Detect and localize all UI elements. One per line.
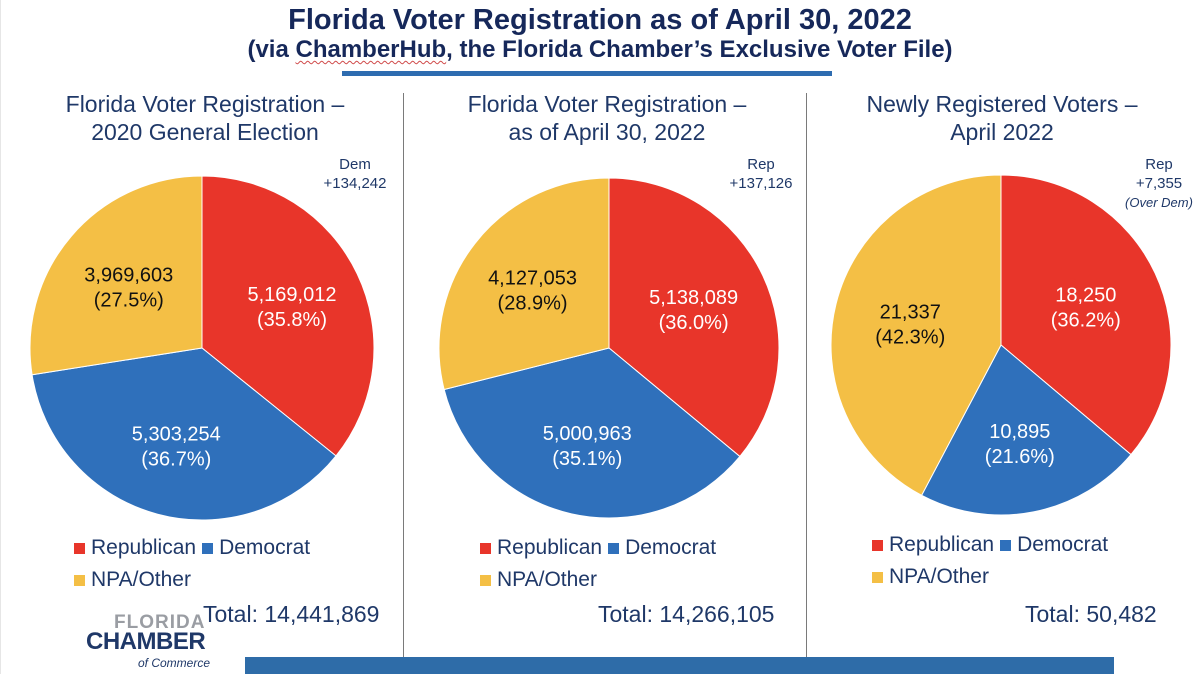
legend-swatch-npa-other — [872, 571, 883, 583]
legend-swatch-democrat — [608, 542, 620, 554]
pie-slice-republican — [1000, 174, 1172, 456]
panel-1-title-line-1: Florida Voter Registration – — [65, 91, 345, 117]
panel-divider-1 — [403, 93, 404, 674]
pie-slice-republican — [608, 177, 780, 458]
panel-2-title-line-2: as of April 30, 2022 — [508, 119, 706, 145]
legend-label-democrat: Democrat — [219, 536, 311, 559]
pie-value-label-republican: 18,250 — [1055, 285, 1116, 307]
panel-1-total: Total: 14,441,869 — [203, 601, 380, 627]
panel-divider-2 — [806, 93, 807, 674]
pie-value-label-democrat: 5,303,254 — [132, 423, 221, 445]
legend-item-republican: Republican — [480, 532, 602, 564]
pie-slice-democrat — [920, 344, 1132, 516]
pie-value-label-npa-other: 3,969,603 — [84, 264, 173, 286]
sub-title-prefix: (via — [247, 36, 296, 63]
panel-1-margin-value: +134,242 — [323, 175, 387, 192]
pie-percent-label-npa-other: (42.3%) — [875, 327, 945, 349]
panel-3-margin-note: Rep +7,355 (Over Dem) — [1118, 155, 1200, 212]
logo-line-chamber: CHAMBER — [86, 628, 206, 655]
panel-3-legend: Republican Democrat NPA/Other — [872, 529, 1114, 593]
legend-swatch-democrat — [202, 542, 214, 554]
pie-value-label-npa-other: 21,337 — [880, 302, 941, 324]
pie-percent-label-democrat: (35.1%) — [552, 448, 622, 470]
panel-1-margin-party: Dem — [339, 156, 371, 173]
pie-chart-1: 5,169,012 (35.8%) 5,303,254 (36.7%) 3,969,60… — [29, 175, 375, 521]
florida-chamber-logo: FLORIDA CHAMBER of Commerce — [84, 612, 224, 674]
pie-value-label-republican: 5,169,012 — [247, 284, 336, 306]
panel-3-margin-value: +7,355 — [1135, 175, 1183, 192]
panel-1-title: Florida Voter Registration – 2020 Genera… — [10, 90, 400, 146]
panel-2-title: Florida Voter Registration – as of April… — [412, 90, 802, 146]
panel-3-margin-party: Rep — [1145, 156, 1173, 173]
panel-3-title-line-1: Newly Registered Voters – — [866, 91, 1138, 117]
panel-1-title-line-2: 2020 General Election — [91, 119, 319, 145]
legend-swatch-republican — [480, 542, 491, 554]
legend-item-democrat: Democrat — [202, 532, 310, 564]
legend-swatch-republican — [872, 539, 883, 551]
pie-slice-npa-other — [438, 177, 610, 391]
legend-item-democrat: Democrat — [1000, 529, 1108, 561]
pie-value-label-democrat: 10,895 — [989, 421, 1050, 443]
logo-line-florida: FLORIDA — [114, 612, 206, 633]
pie-percent-label-npa-other: (28.9%) — [498, 292, 568, 314]
panel-2-margin-party: Rep — [747, 156, 775, 173]
legend-swatch-republican — [74, 542, 85, 554]
bottom-accent-bar — [245, 657, 1114, 674]
legend-label-npa-other: NPA/Other — [497, 568, 597, 591]
legend-swatch-npa-other — [480, 574, 491, 586]
panel-2-margin-note: Rep +137,126 — [716, 155, 806, 193]
legend-label-republican: Republican — [497, 536, 603, 559]
panel-2-total: Total: 14,266,105 — [598, 601, 775, 627]
pie-slice-npa-other — [830, 174, 1002, 496]
pie-chart-3: 18,250 (36.2%) 10,895 (21.6%) 21,337 (42.3%) — [830, 174, 1172, 516]
legend-swatch-democrat — [1000, 539, 1012, 551]
panel-1-legend: Republican Democrat NPA/Other — [74, 532, 316, 596]
panel-2-margin-value: +137,126 — [729, 175, 793, 192]
legend-label-republican: Republican — [91, 536, 197, 559]
pie-value-label-democrat: 5,000,963 — [543, 423, 632, 445]
left-edge-line — [0, 0, 1, 674]
pie-percent-label-republican: (35.8%) — [257, 309, 327, 331]
legend-label-npa-other: NPA/Other — [91, 568, 191, 591]
pie-slice-npa-other — [29, 175, 203, 376]
pie-percent-label-npa-other: (27.5%) — [94, 289, 164, 311]
title-underline-rule — [342, 71, 832, 76]
legend-swatch-npa-other — [74, 574, 85, 586]
pie-value-label-republican: 5,138,089 — [649, 287, 738, 309]
legend-item-democrat: Democrat — [608, 532, 716, 564]
legend-item-npa-other: NPA/Other — [74, 564, 191, 596]
legend-label-npa-other: NPA/Other — [889, 565, 989, 588]
main-title: Florida Voter Registration as of April 3… — [288, 4, 912, 36]
panel-3-title: Newly Registered Voters – April 2022 — [812, 90, 1192, 146]
sub-title: (via ChamberHub, the Florida Chamber’s E… — [0, 36, 1200, 64]
pie-value-label-npa-other: 4,127,053 — [488, 267, 577, 289]
legend-label-democrat: Democrat — [1017, 533, 1109, 556]
pie-slice-republican — [201, 175, 375, 457]
pie-slice-democrat — [31, 347, 337, 521]
pie-percent-label-republican: (36.0%) — [659, 312, 729, 334]
pie-slice-democrat — [443, 347, 741, 519]
legend-label-democrat: Democrat — [625, 536, 717, 559]
panel-2-legend: Republican Democrat NPA/Other — [480, 532, 722, 596]
panel-3-total: Total: 50,482 — [1025, 601, 1157, 627]
pie-chart-2: 5,138,089 (36.0%) 5,000,963 (35.1%) 4,127,05… — [438, 177, 780, 519]
pie-percent-label-democrat: (36.7%) — [141, 448, 211, 470]
panel-3-title-line-2: April 2022 — [950, 119, 1054, 145]
legend-item-republican: Republican — [872, 529, 994, 561]
legend-label-republican: Republican — [889, 533, 995, 556]
pie-percent-label-republican: (36.2%) — [1051, 310, 1121, 332]
sub-title-suffix: , the Florida Chamber’s Exclusive Voter … — [446, 36, 953, 63]
panel-3-margin-qualifier: (Over Dem) — [1125, 195, 1193, 210]
panel-1-margin-note: Dem +134,242 — [310, 155, 400, 193]
pie-percent-label-democrat: (21.6%) — [985, 446, 1055, 468]
legend-item-npa-other: NPA/Other — [480, 564, 597, 596]
legend-item-republican: Republican — [74, 532, 196, 564]
panel-2-title-line-1: Florida Voter Registration – — [467, 91, 747, 117]
logo-line-commerce: of Commerce — [138, 656, 211, 670]
sub-title-chamberhub: ChamberHub — [295, 36, 447, 63]
legend-item-npa-other: NPA/Other — [872, 561, 989, 593]
